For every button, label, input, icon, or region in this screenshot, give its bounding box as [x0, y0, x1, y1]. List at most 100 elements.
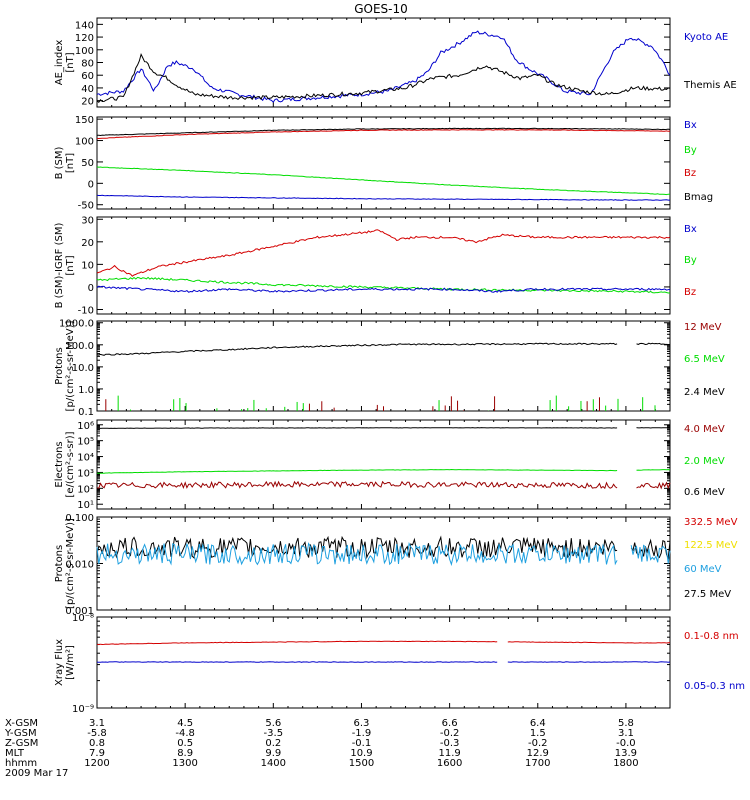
legend-entry: 12 MeV	[684, 322, 722, 333]
legend-entry: 6.5 MeV	[684, 354, 725, 365]
series-line	[97, 427, 671, 429]
footer-value: 4.5	[177, 718, 193, 729]
y-axis-label: Electrons[e/(cm²-s-sr)]	[54, 431, 76, 497]
panel-frame	[96, 516, 671, 611]
footer-value: 1300	[172, 758, 197, 769]
series-line	[96, 30, 671, 103]
footer-row-label: X-GSM	[5, 718, 38, 729]
series-line	[96, 342, 670, 356]
y-tick-label: 80	[81, 59, 94, 70]
y-axis-label-line: B (SM)	[54, 146, 65, 179]
footer-row-label: MLT	[5, 748, 25, 759]
footer-value: 5.8	[618, 718, 634, 729]
footer-value: 10.9	[350, 748, 372, 759]
y-axis-label-line: Protons	[54, 347, 65, 384]
y-axis-label: B (SM)-IGRF (SM)[nT]	[54, 223, 76, 309]
legend-entry: Bx	[684, 224, 697, 235]
footer-value: 1800	[613, 758, 638, 769]
footer-value: 9.9	[265, 748, 281, 759]
footer-value: 8.9	[177, 748, 193, 759]
footer-value: 5.6	[265, 718, 281, 729]
legend-entry: By	[684, 145, 697, 156]
legend-entry: Bz	[684, 168, 696, 179]
y-tick-label: -50	[78, 201, 94, 212]
y-tick-label: 10³	[77, 468, 94, 479]
footer-value: 13.9	[615, 748, 637, 759]
footer-value: 0.2	[265, 738, 281, 749]
panel-frame	[96, 320, 671, 412]
figure-title: GOES-10	[354, 2, 408, 16]
panel-frame	[96, 216, 671, 315]
y-tick-label: 1.0	[78, 385, 94, 396]
footer-value: -0.2	[440, 728, 460, 739]
y-axis-label-line: B (SM)-IGRF (SM)	[54, 223, 65, 309]
y-tick-label: 20	[81, 238, 94, 249]
footer-value: -5.8	[87, 728, 107, 739]
y-tick-label: 10⁶	[77, 421, 94, 432]
footer-date: 2009 Mar 17	[5, 768, 68, 779]
footer-value: 1500	[349, 758, 374, 769]
footer-value: 7.9	[89, 748, 105, 759]
footer-row-label: hhmm	[5, 758, 37, 769]
series-line	[96, 468, 671, 474]
footer-value: -0.2	[528, 738, 548, 749]
y-tick-label: 50	[81, 158, 94, 169]
y-tick-label: 120	[75, 33, 94, 44]
footer-value: 3.1	[89, 718, 105, 729]
footer-row-label: Z-GSM	[5, 738, 38, 749]
y-tick-label: 1000.0	[59, 319, 94, 330]
footer-value: 1700	[525, 758, 550, 769]
y-tick-label: 20	[81, 97, 94, 108]
y-axis-label-line: [p/(cm²-s-sr-MeV)]	[65, 320, 76, 411]
y-axis-label-line: [nT]	[65, 52, 76, 72]
panel-protons: 1000.0100.010.01.00.1Protons[p/(cm²-s-sr…	[54, 319, 725, 418]
y-tick-label: 100	[75, 46, 94, 57]
footer-value: -0.0	[616, 738, 636, 749]
y-axis-label-line: Xray Flux	[54, 639, 65, 686]
y-tick-label: 0.001	[65, 606, 94, 617]
y-tick-label: 100	[75, 137, 94, 148]
legend-entry: 4.0 MeV	[684, 424, 725, 435]
series-line	[96, 661, 671, 663]
y-axis-label-line: [p/(cm²-s-sr-MeV)]	[65, 518, 76, 609]
y-tick-label: 0.100	[65, 513, 94, 524]
series-line	[96, 129, 671, 140]
y-tick-label: 140	[75, 20, 94, 31]
footer-value: 1400	[261, 758, 286, 769]
y-tick-label: 60	[81, 71, 94, 82]
footer-value: 0.8	[89, 738, 105, 749]
footer-value: -0.3	[440, 738, 460, 749]
footer-value: 1200	[84, 758, 109, 769]
y-axis-label: AE_index[nT]	[54, 40, 76, 86]
series-line	[96, 52, 671, 104]
y-tick-label: -10	[78, 305, 94, 316]
series-line	[96, 229, 671, 277]
series-line	[96, 640, 671, 646]
footer-value: -1.9	[352, 728, 372, 739]
y-tick-label: 30	[81, 215, 94, 226]
footer-row-label: Y-GSM	[4, 728, 37, 739]
legend-entry: 0.1-0.8 nm	[684, 631, 739, 642]
y-axis-label: Protons[p/(cm²-s-sr-MeV)]	[54, 320, 76, 411]
y-tick-label: 0	[88, 283, 94, 294]
y-axis-label-line: Electrons	[54, 441, 65, 487]
legend-entry: 122.5 MeV	[684, 540, 738, 551]
legend-entry: By	[684, 255, 697, 266]
footer-value: 11.9	[438, 748, 460, 759]
footer-value: -3.5	[264, 728, 284, 739]
y-axis-label: Xray Flux[W/m²]	[54, 639, 76, 686]
panel-electrons: 10⁶10⁵10⁴10³10²10¹Electrons[e/(cm²-s-sr)…	[54, 419, 725, 511]
y-axis-label-line: [nT]	[65, 255, 76, 275]
y-tick-label: 10⁴	[77, 453, 94, 464]
y-tick-label: 10¹	[77, 500, 94, 511]
y-axis-label-line: [W/m²]	[65, 645, 76, 680]
legend-entry: 2.0 MeV	[684, 456, 725, 467]
footer-value: 12.9	[527, 748, 549, 759]
y-tick-label: 0.010	[65, 560, 94, 571]
ephemeris-footer: X-GSM 3.1 4.5 5.6 6.3 6.6 6.4 5.8 Y-GSM -5.8 -4.8 -…	[4, 718, 639, 779]
series-line	[97, 127, 671, 137]
